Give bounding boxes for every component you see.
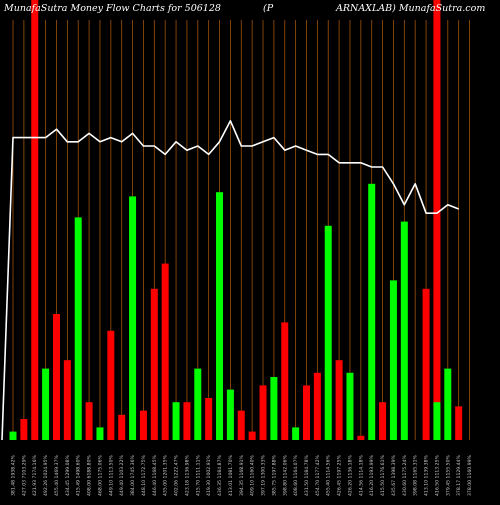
flow-bar bbox=[259, 385, 267, 440]
highlight-band bbox=[31, 0, 39, 440]
x-tick-label: 409.10 1160.40% bbox=[250, 454, 256, 496]
flow-bar bbox=[161, 263, 169, 440]
x-tick-label: 435.00 1201.35% bbox=[163, 454, 169, 496]
x-tick-label: 379.45 1155.50% bbox=[445, 454, 451, 496]
x-tick-label: 426.45 1197.25% bbox=[337, 454, 343, 496]
x-tick-label: 448.10 1172.75% bbox=[141, 454, 147, 496]
x-tick-label: 384.00 1745.36% bbox=[130, 454, 136, 496]
flow-bar bbox=[313, 372, 321, 440]
x-tick-label: 423.18 1136.98% bbox=[184, 454, 190, 496]
x-tick-label: 436.35 1184.87% bbox=[217, 454, 223, 496]
x-tick-label: 413.10 1139.38% bbox=[424, 454, 430, 496]
flow-bar bbox=[422, 288, 430, 440]
flow-bar bbox=[248, 431, 256, 440]
x-tick-label: 454.70 1177.42% bbox=[315, 454, 321, 496]
x-tick-labels: 381.48 1938.42% 427.03 7103.29% 421.93 717… bbox=[11, 454, 474, 496]
flow-bar bbox=[194, 368, 202, 440]
flow-bar bbox=[400, 221, 408, 440]
flow-bar bbox=[139, 410, 147, 440]
flow-bar bbox=[63, 360, 71, 440]
flow-bar bbox=[129, 196, 137, 440]
x-tick-label: 455.40 1469.37% bbox=[54, 454, 60, 496]
x-tick-label: 402.06 1222.47% bbox=[174, 454, 180, 496]
x-tick-label: 385.75 1197.88% bbox=[271, 454, 277, 496]
x-tick-label: 427.03 7103.29% bbox=[21, 454, 27, 496]
x-tick-label: 446.40 1168.45% bbox=[152, 454, 158, 496]
highlight-bands bbox=[31, 0, 441, 440]
x-tick-label: 455.40 1114.56% bbox=[326, 454, 332, 496]
flow-bar bbox=[455, 406, 463, 440]
flow-bar bbox=[183, 402, 191, 440]
flow-bar bbox=[357, 435, 365, 440]
x-tick-label: 449.10 1113.50% bbox=[108, 454, 114, 496]
x-tick-label: 381.48 1938.42% bbox=[11, 454, 17, 496]
x-tick-label: 426.20 1136.18% bbox=[347, 454, 353, 496]
flow-bar bbox=[226, 389, 234, 440]
flow-bar bbox=[335, 360, 343, 440]
x-tick-label: 415.49 1498.60% bbox=[76, 454, 82, 496]
x-tick-label: 415.70 1111.11% bbox=[195, 454, 201, 496]
price-line-group bbox=[1, 120, 459, 441]
flow-bar bbox=[379, 402, 387, 440]
flow-bar bbox=[85, 402, 93, 440]
x-tick-label: 416.20 1193.99% bbox=[369, 454, 375, 496]
flow-bar bbox=[42, 368, 50, 440]
x-tick-label: 398.80 1142.06% bbox=[282, 454, 288, 496]
flow-bar bbox=[172, 402, 180, 440]
flow-bar bbox=[237, 410, 245, 440]
chart-title-mid: (P bbox=[263, 3, 274, 14]
highlight-band bbox=[433, 0, 441, 440]
flow-bar bbox=[302, 385, 310, 440]
flow-bar bbox=[96, 427, 104, 440]
x-tick-label: 468.00 1175.06% bbox=[97, 454, 103, 496]
x-tick-label: 415.50 1176.61% bbox=[380, 454, 386, 496]
x-tick-label: 421.93 7174.16% bbox=[32, 454, 38, 496]
x-tick-label: 449.40 1103.22% bbox=[119, 454, 125, 496]
chart-title: MunafaSutra Money Flow Charts for 506128… bbox=[3, 3, 485, 14]
x-tick-label: 397.19 1300.33% bbox=[261, 454, 267, 496]
flow-bar bbox=[389, 280, 397, 440]
flow-bar bbox=[20, 419, 28, 440]
flow-bar bbox=[205, 398, 213, 440]
flow-bar bbox=[216, 192, 224, 440]
flow-bar bbox=[270, 377, 278, 440]
flow-bar bbox=[433, 402, 441, 440]
x-tick-label: 413.01 1081.70% bbox=[228, 454, 234, 496]
flow-bar bbox=[74, 217, 82, 440]
flow-bar bbox=[118, 414, 126, 440]
flow-bar bbox=[281, 322, 289, 440]
x-tick-label: 408.60 1164.07% bbox=[293, 454, 299, 496]
flow-bar bbox=[368, 183, 376, 441]
x-tick-label: 431.50 1184.78% bbox=[304, 454, 310, 496]
flow-bar bbox=[444, 368, 452, 440]
x-tick-label: 378.00 1160.99% bbox=[467, 454, 473, 496]
x-tick-label: 435.67 1398.39% bbox=[391, 454, 397, 496]
flow-bar bbox=[346, 372, 354, 440]
x-tick-label: 419.30 1002.91% bbox=[206, 454, 212, 496]
x-tick-label: 434.45 1299.08% bbox=[65, 454, 71, 496]
x-tick-label: 492.26 1024.95% bbox=[43, 454, 49, 496]
flow-bar bbox=[324, 225, 332, 440]
price-line bbox=[1, 120, 459, 441]
x-tick-label: 414.56 1114.18% bbox=[358, 454, 364, 496]
flow-bar bbox=[9, 431, 17, 440]
chart-title-left: MunafaSutra Money Flow Charts for 506128 bbox=[3, 3, 221, 14]
x-tick-label: 408.00 6188.80% bbox=[87, 454, 93, 496]
x-tick-label: 430.60 1175.24% bbox=[402, 454, 408, 496]
x-tick-label: 394.35 1168.91% bbox=[239, 454, 245, 496]
chart-title-right: ARNAXLAB) MunafaSutra.com bbox=[335, 3, 485, 14]
x-tick-label: 378.17 1129.44% bbox=[456, 454, 462, 496]
flow-bar bbox=[150, 288, 158, 440]
flow-bars bbox=[9, 183, 463, 441]
flow-bar bbox=[52, 314, 60, 440]
flow-bar bbox=[292, 427, 300, 440]
x-tick-label: 398.08 1165.31% bbox=[413, 454, 419, 496]
flow-bar bbox=[107, 330, 115, 440]
x-tick-label: 416.50 1113.25% bbox=[434, 454, 440, 496]
